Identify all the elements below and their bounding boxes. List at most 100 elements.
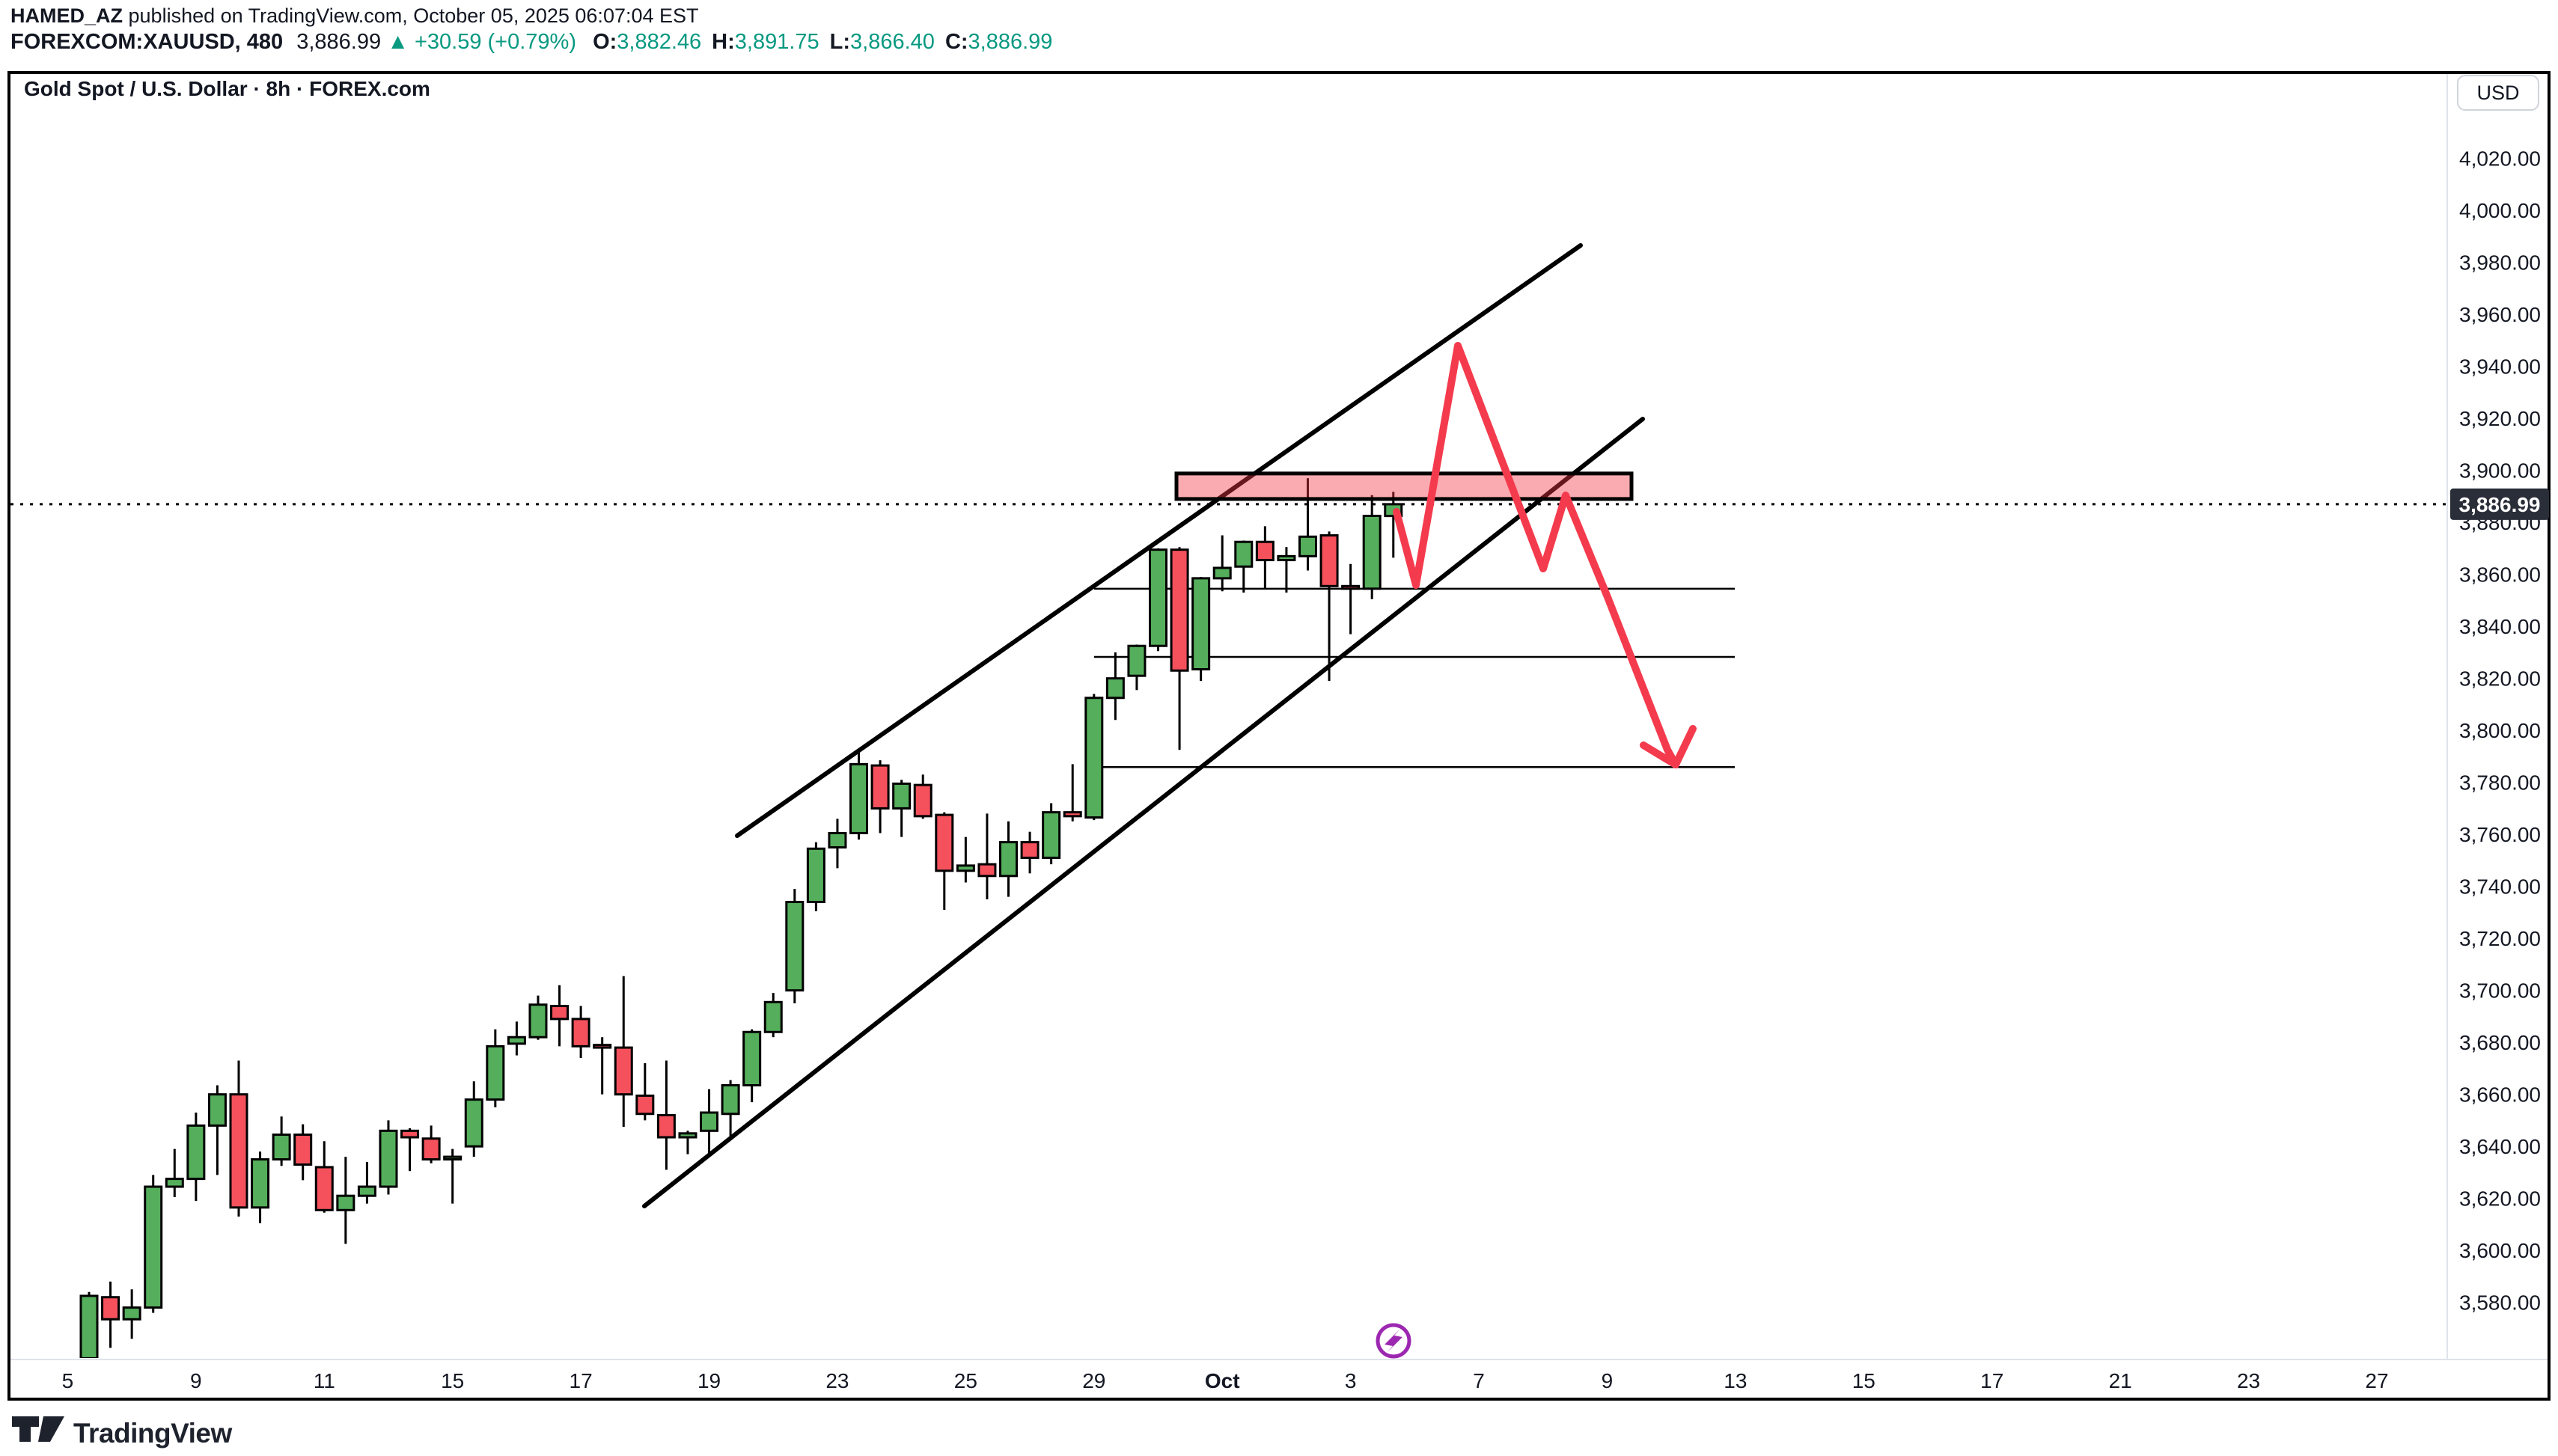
candle-body [763,1000,783,1033]
tradingview-logo[interactable]: TradingView [12,1416,233,1449]
candle-down [314,1141,334,1213]
candle-body [828,831,847,849]
candle-up [1084,694,1104,821]
last-price: 3,886.99 [296,30,382,54]
candle-body [207,1093,227,1127]
candle-up [999,821,1019,897]
price-axis-label: 4,020.00 [2459,147,2541,171]
price-axis-label: 3,980.00 [2459,251,2541,275]
direction-arrow-icon: ▲ [387,30,409,54]
time-axis-label: 15 [441,1369,464,1392]
symbol-info-line: FOREXCOM:XAUUSD, 480 3,886.99 ▲ +30.59 (… [10,30,1052,55]
candle-up [144,1175,163,1313]
candle-up [379,1120,398,1195]
candle-body [935,813,954,872]
price-axis-label: 3,580.00 [2459,1291,2541,1315]
candle-body [144,1185,163,1309]
candle-up [207,1085,227,1175]
candle-down [1063,764,1082,822]
time-axis-label: 29 [1082,1369,1105,1392]
candle-up [1298,478,1317,571]
candle-body [1127,644,1147,677]
candle-body [1255,540,1275,562]
candle-up [721,1080,740,1137]
candle-up [742,1029,762,1103]
candle-body [1277,554,1296,562]
candle-up [251,1151,270,1223]
candle-up [1149,548,1167,652]
chart-frame [7,71,2551,1401]
candle-up [186,1113,206,1202]
candle-up [1042,803,1061,865]
candle-up [892,780,912,837]
candle-up [165,1148,184,1197]
candle-body [785,901,805,992]
candle-down [870,760,890,833]
time-axis-label: 27 [2365,1369,2388,1392]
price-tag-value: 3,886.99 [2459,493,2541,516]
candle-down [1020,831,1040,874]
ohlc-key: O: [593,30,617,54]
event-marker [1376,1323,1411,1359]
price-axis-label: 3,920.00 [2459,407,2541,430]
candle-up [1212,535,1232,592]
price-axis-label: 3,900.00 [2459,459,2541,483]
candle-up [528,995,548,1040]
currency-button[interactable]: USD [2457,75,2539,111]
time-axis-label: Oct [1205,1369,1240,1392]
candle-down [293,1124,313,1181]
candle-up [806,842,825,911]
candle-body [678,1132,698,1139]
candle-body [486,1044,505,1101]
candle-body [742,1030,762,1087]
price-axis-label: 3,720.00 [2459,927,2541,950]
candle-body [464,1098,483,1148]
candle-body [977,863,997,878]
candle-body [571,1018,590,1047]
candle-body [165,1178,184,1188]
time-axis-label: 17 [570,1369,593,1392]
candle-up [79,1291,99,1358]
candle-down [593,1037,612,1095]
candle-up [507,1021,526,1056]
candle-down [101,1281,120,1348]
candle-up [763,993,783,1038]
candle-body [614,1046,633,1096]
projection-arrowhead [1640,741,1679,768]
candle-body [550,1005,570,1021]
time-axis-label: 7 [1473,1369,1485,1392]
chart-title: Gold Spot / U.S. Dollar · 8h · FOREX.com [24,77,430,100]
candle-down [635,1062,655,1121]
projection-path [1393,342,1679,768]
candle-body [507,1036,526,1045]
channel-lower-trendline [642,417,1645,1208]
price-axis-label: 3,760.00 [2459,823,2541,846]
lightning-bolt-icon [1385,1329,1402,1353]
price-axis-label: 3,740.00 [2459,875,2541,899]
candle-body [1191,577,1211,671]
candle-up [956,836,975,883]
time-axis-label: 17 [1980,1369,2003,1392]
candle-up [486,1029,505,1108]
price-axis-label: 3,700.00 [2459,979,2541,1003]
price-axis-label: 3,680.00 [2459,1031,2541,1054]
candle-up [785,889,805,1004]
currency-button-bg[interactable] [2457,75,2539,111]
candle-body [79,1294,99,1358]
price-axis-label: 3,660.00 [2459,1083,2541,1107]
currency-button-label: USD [2476,82,2519,104]
candle-body [443,1155,463,1161]
price-tag-bg [2450,488,2549,520]
candle-down [656,1060,676,1170]
published-text: published on TradingView.com, October 05… [123,4,699,27]
time-axis-label: 23 [825,1369,849,1392]
time-axis-label: 19 [698,1369,721,1392]
candle-body [1341,584,1361,590]
candle-up [357,1162,376,1204]
attribution-line: HAMED_AZ published on TradingView.com, O… [10,4,699,28]
ohlc-value: 3,882.46 [617,30,702,54]
logo-glyph-bar [12,1416,39,1442]
candle-body [1319,534,1339,587]
candle-body [1170,548,1189,672]
candle-body [999,841,1019,878]
